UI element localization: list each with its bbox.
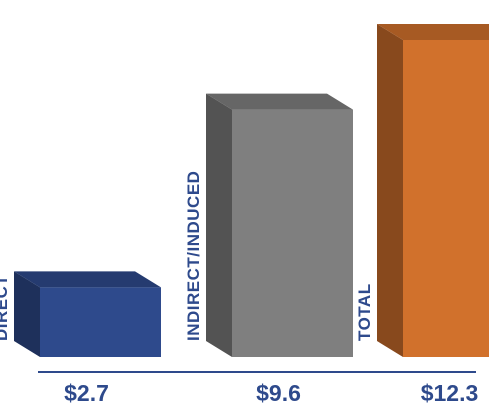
value-label-direct: $2.7 — [64, 380, 109, 405]
bar-side-face — [14, 271, 40, 357]
bar-top-face — [377, 24, 489, 40]
category-label-total: TOTAL — [355, 283, 374, 341]
value-labels-layer: $2.7 $9.6 $12.3 — [64, 380, 478, 405]
category-label-direct: DIRECT — [0, 275, 11, 341]
bar-indirect-induced — [206, 93, 353, 358]
category-label-indirect-induced: INDIRECT/INDUCED — [184, 171, 203, 341]
value-label-total: $12.3 — [421, 380, 479, 405]
bar-direct — [14, 271, 161, 357]
bars-layer — [14, 24, 489, 358]
bar-side-face — [206, 93, 232, 358]
bar-top-face — [206, 93, 353, 110]
bar-front-face — [232, 109, 353, 358]
bar-front-face — [40, 287, 161, 357]
bar-top-face — [14, 271, 161, 288]
bar-front-face — [403, 40, 489, 357]
bar-side-face — [377, 24, 403, 357]
category-labels-layer: DIRECT INDIRECT/INDUCED TOTAL — [0, 171, 374, 341]
bar-total — [377, 24, 489, 357]
value-label-indirect-induced: $9.6 — [256, 380, 301, 405]
